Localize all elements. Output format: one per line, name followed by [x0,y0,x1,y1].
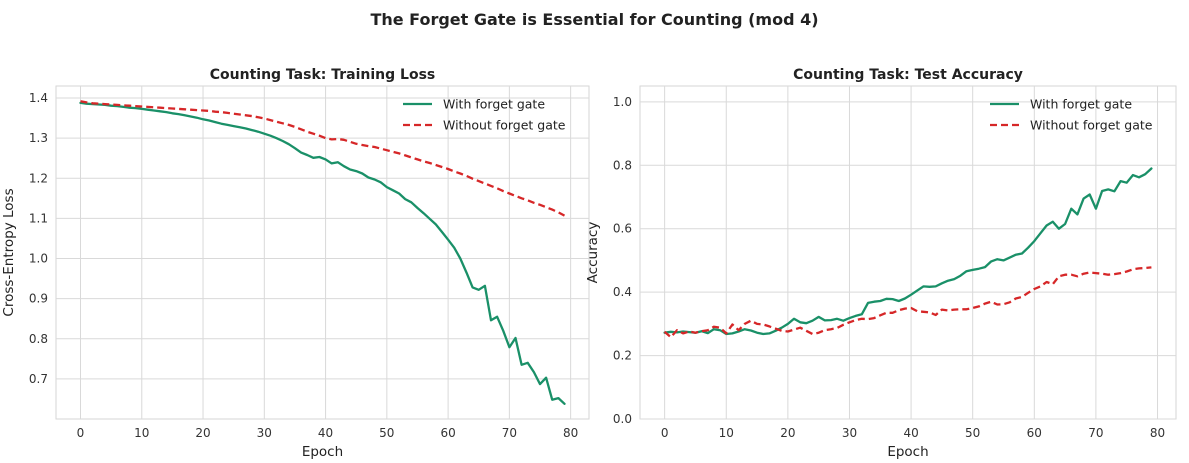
plot-title-loss: Counting Task: Training Loss [210,67,435,83]
legend-label-accuracy: Without forget gate [1030,118,1153,133]
y-tick-label-loss: 1.1 [29,211,48,225]
series-line-accuracy-without-forget-gate [663,266,1152,339]
figure-title: The Forget Gate is Essential for Countin… [370,10,818,29]
plot-title-accuracy: Counting Task: Test Accuracy [793,67,1023,83]
y-tick-label-accuracy: 0.8 [613,158,632,172]
x-tick-label-accuracy: 20 [780,426,795,440]
y-tick-label-loss: 0.7 [29,372,48,386]
test-accuracy-chart: 0 10 20 30 40 50 60 70 80 0.0 0.2 0.4 0.6 0.8 1.0 Count… [585,67,1177,460]
y-tick-label-loss: 0.9 [29,292,48,306]
x-tick-label-accuracy: 50 [965,426,980,440]
legend-label-accuracy: With forget gate [1030,97,1132,112]
x-tick-label-accuracy: 10 [719,426,734,440]
y-tick-label-accuracy: 0.4 [613,285,632,299]
y-tick-label-loss: 1.2 [29,171,48,185]
x-tick-label-loss: 20 [195,426,210,440]
x-tick-label-loss: 0 [77,426,85,440]
legend-label-loss: With forget gate [443,97,545,112]
y-tick-label-accuracy: 0.2 [613,349,632,363]
x-tick-label-loss: 70 [502,426,517,440]
y-tick-label-accuracy: 0.0 [613,412,632,426]
plot-area-loss [55,85,590,420]
x-tick-label-loss: 40 [318,426,333,440]
series-line-loss-with-forget-gate [79,101,566,405]
y-tick-label-loss: 1.0 [29,252,48,266]
x-tick-label-loss: 50 [379,426,394,440]
training-loss-chart: 0 10 20 30 40 50 60 70 80 0.7 0.8 0.9 1.0 1.1 1.2 1.3 1.… [1,67,590,460]
y-axis-label-accuracy: Accuracy [585,222,601,284]
x-tick-label-accuracy: 70 [1088,426,1103,440]
x-tick-label-loss: 10 [134,426,149,440]
series-line-loss-without-forget-gate [80,100,566,217]
y-tick-label-loss: 1.3 [29,131,48,145]
series-line-accuracy-with-forget-gate [663,167,1153,336]
y-tick-label-loss: 0.8 [29,332,48,346]
x-tick-label-loss: 80 [563,426,578,440]
y-tick-label-accuracy: 0.6 [613,222,632,236]
x-tick-label-accuracy: 0 [661,426,669,440]
x-tick-label-loss: 30 [257,426,272,440]
plot-area-accuracy [639,85,1177,420]
x-tick-label-accuracy: 40 [903,426,918,440]
legend-label-loss: Without forget gate [443,118,566,133]
x-tick-label-accuracy: 30 [842,426,857,440]
x-axis-label-accuracy: Epoch [887,444,928,460]
y-axis-label-loss: Cross-Entropy Loss [1,188,17,316]
y-tick-label-accuracy: 1.0 [613,95,632,109]
x-tick-label-loss: 60 [440,426,455,440]
x-tick-label-accuracy: 60 [1027,426,1042,440]
x-axis-label-loss: Epoch [302,444,343,460]
x-tick-label-accuracy: 80 [1150,426,1165,440]
y-tick-label-loss: 1.4 [29,91,48,105]
